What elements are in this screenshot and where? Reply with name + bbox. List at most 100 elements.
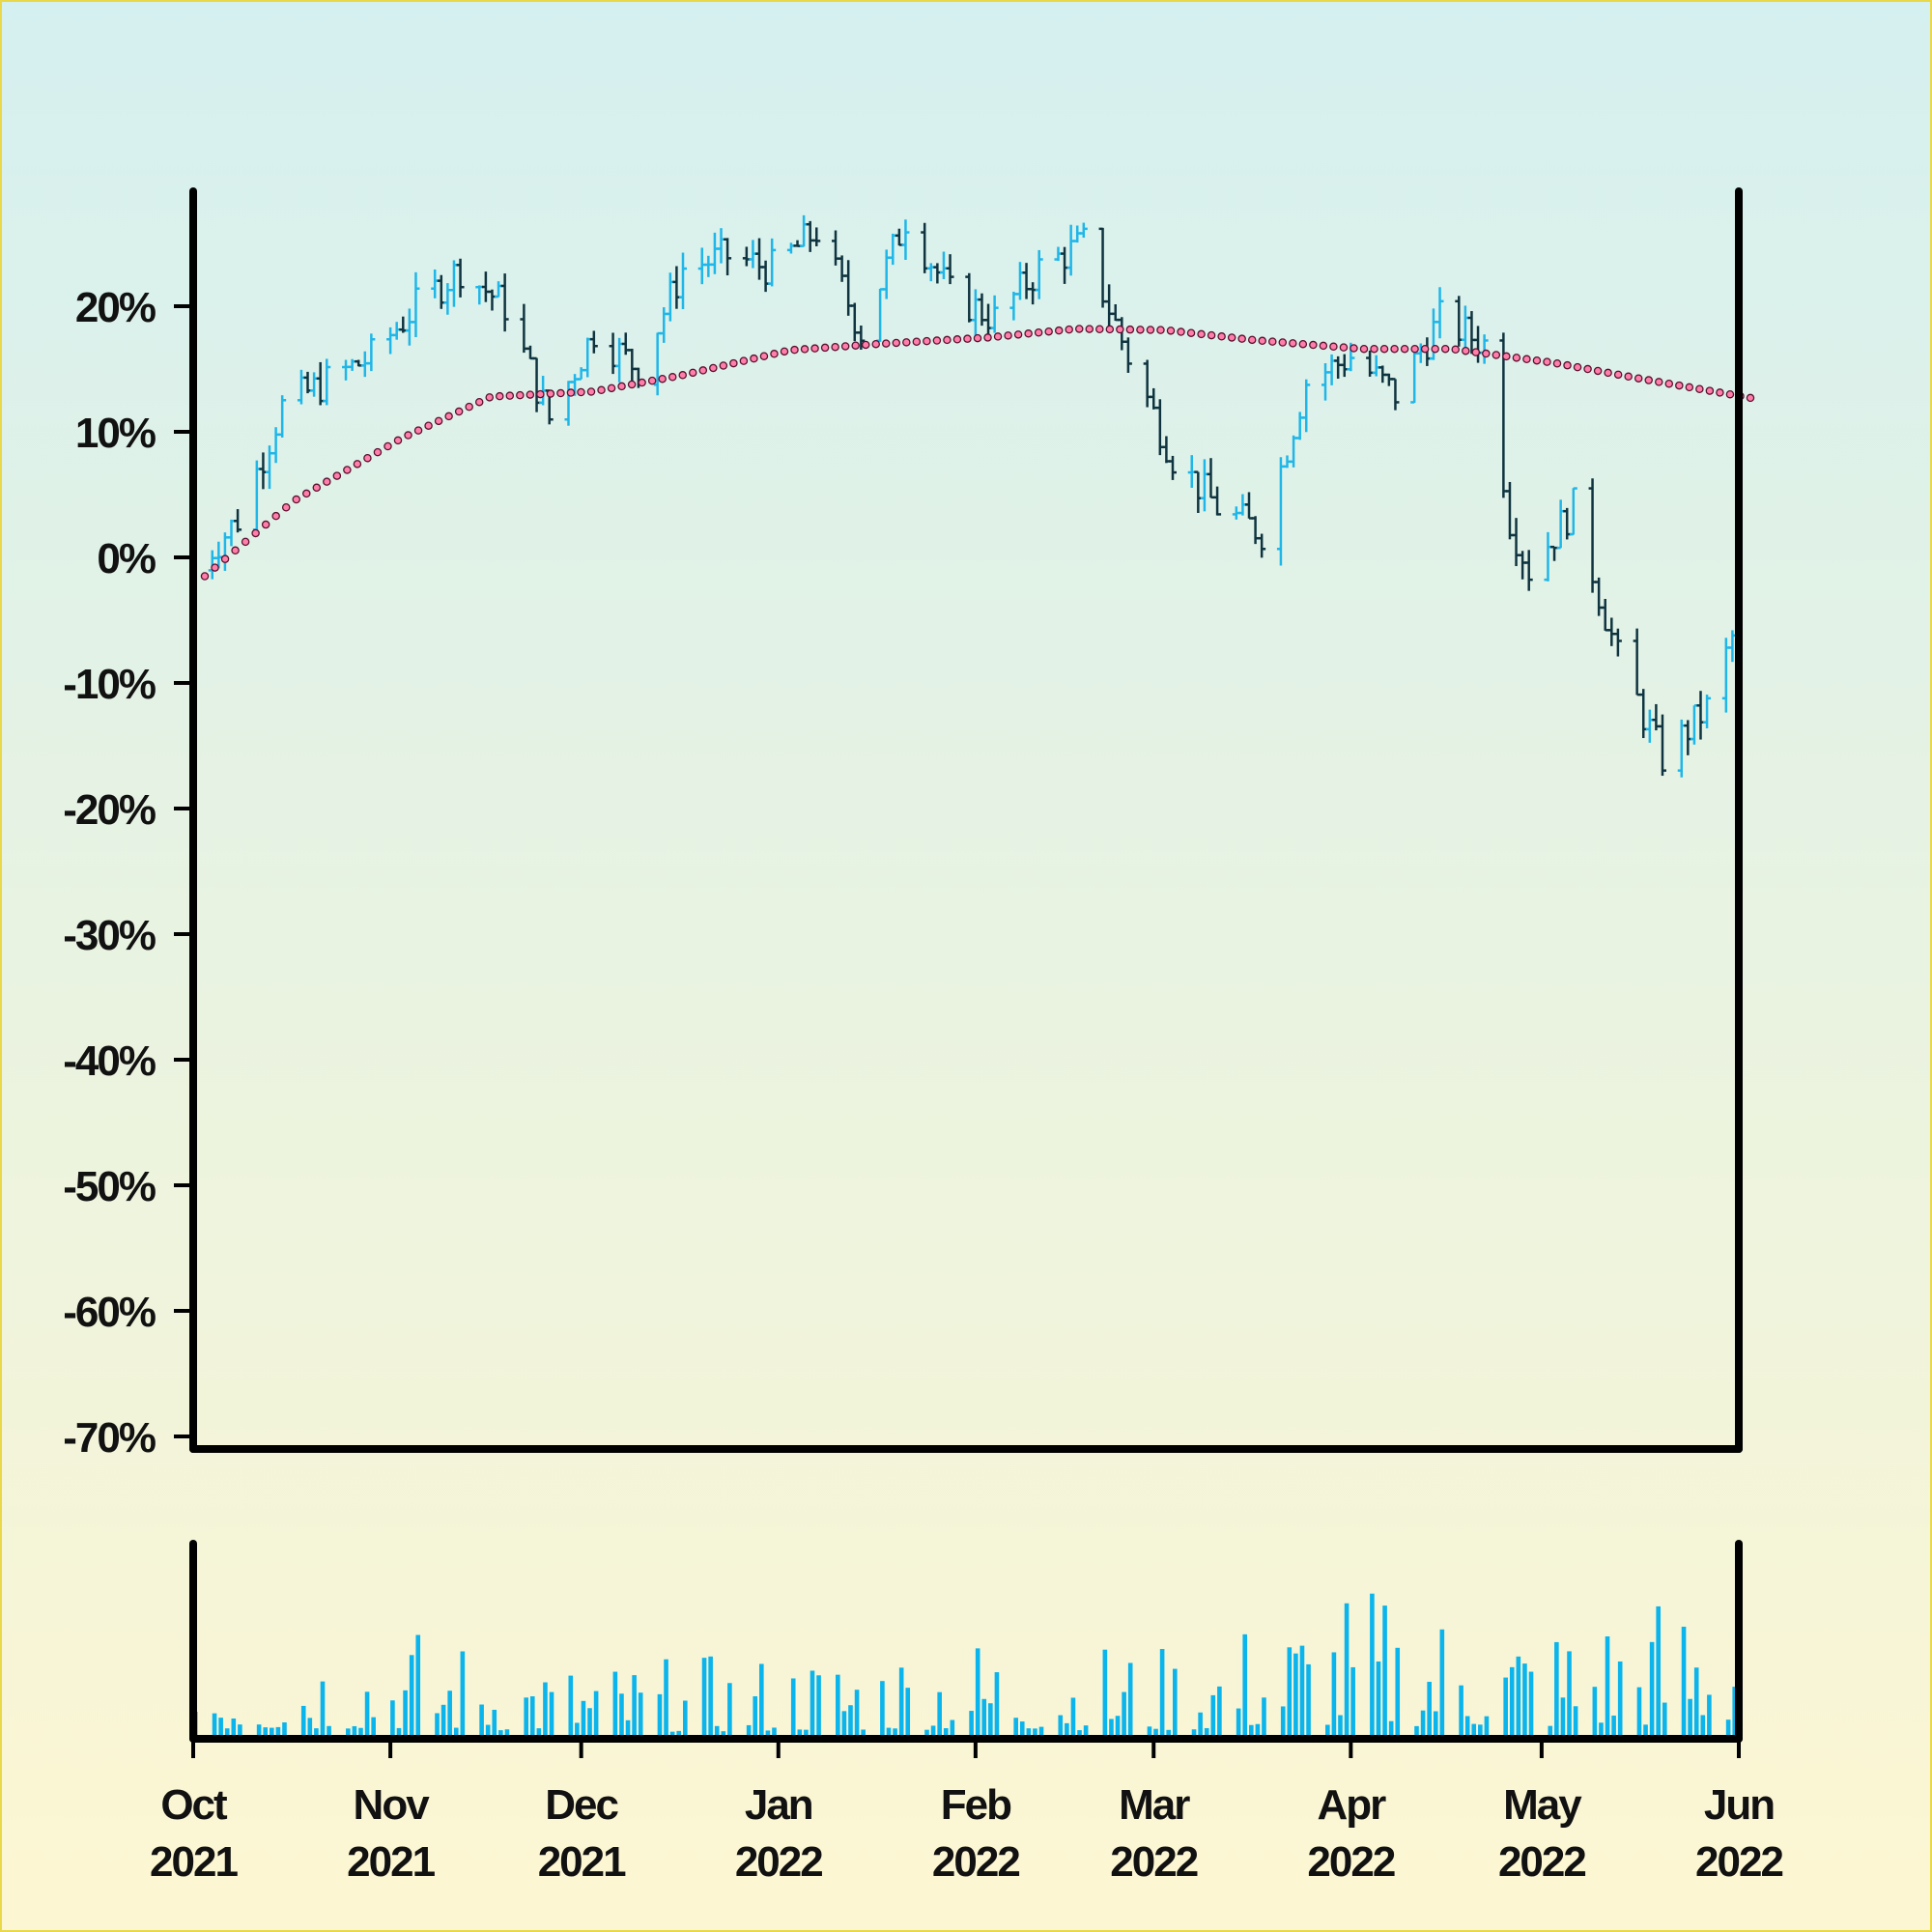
moving-average-point [474,397,484,407]
moving-average-point [820,343,830,353]
moving-average-point [952,335,962,344]
ohlc-bar [1168,455,1177,480]
volume-bar [1605,1635,1610,1739]
volume-bar [1414,1725,1419,1739]
moving-average-point [739,356,749,365]
volume-bar [1478,1724,1483,1739]
moving-average-point [902,338,911,347]
volume-bar [1338,1715,1343,1739]
moving-average-point [485,393,494,402]
moving-average-point [993,332,1003,341]
volume-bar [1567,1651,1572,1739]
volume-bar [1344,1603,1350,1739]
volume-bar [1102,1649,1108,1739]
moving-average-point [810,344,819,353]
ohlc-bar [1435,287,1444,339]
x-tick-year: 2022 [1498,1838,1585,1886]
volume-bar [1306,1663,1311,1739]
volume-bar [753,1695,758,1739]
volume-bar [905,1688,911,1739]
ohlc-bar [1213,486,1222,516]
moving-average-point [1278,338,1288,347]
volume-bar [275,1726,281,1739]
ohlc-bar [1258,533,1266,558]
moving-average-point [1359,344,1369,354]
ohlc-bar [1302,379,1311,433]
ohlc-bar [367,333,376,372]
volume-bar [479,1704,484,1739]
moving-average-point [566,388,576,397]
volume-bar [1656,1605,1662,1739]
moving-average-point [1289,339,1297,348]
volume-bar [1636,1687,1642,1739]
moving-average-point [393,436,403,445]
volume-bar [1509,1666,1515,1739]
volume-bar [1388,1720,1394,1739]
volume-bar [772,1727,777,1739]
volume-bar [1191,1729,1197,1739]
moving-average-point [353,460,362,469]
moving-average-point [1379,344,1389,354]
volume-bar [1548,1725,1553,1739]
moving-average-point [1247,335,1257,345]
moving-average-point [709,363,718,373]
x-tick-month: Dec [545,1781,618,1829]
ohlc-bar [901,219,910,260]
y-tick-label: -40% [63,1037,156,1085]
moving-average-point [1583,364,1592,374]
volume-bar [1127,1662,1133,1739]
moving-average-point [658,374,667,384]
y-tick-label: 0% [97,535,155,582]
volume-bar [994,1672,1000,1739]
moving-average-point [454,407,464,416]
x-tick-month: Apr [1317,1781,1386,1829]
ohlc-bar [589,330,598,354]
moving-average-point [1339,343,1349,352]
ohlc-bar [1524,550,1533,591]
y-tick-label: -10% [63,661,156,708]
volume-bar [810,1670,815,1739]
volume-bar [924,1729,929,1739]
volume-bar [1210,1694,1216,1739]
moving-average-point [1482,349,1491,358]
moving-average-point [546,389,555,398]
volume-bar [1299,1645,1305,1739]
volume-bar [1732,1687,1738,1739]
volume-bar [632,1675,637,1739]
volume-bar [1058,1715,1064,1739]
moving-average-point [1532,355,1542,365]
volume-bar [988,1703,993,1739]
volume-bar [498,1730,503,1739]
moving-average-point [231,546,240,555]
volume-bar [1249,1724,1254,1739]
price-panel: 20% 10% 0% -10% -20% -30% -40% -50% -60% -70% [63,187,1755,1462]
volume-bar [504,1729,510,1739]
x-tick-month: Mar [1119,1781,1190,1829]
volume-bar [759,1663,764,1739]
volume-bar [492,1709,497,1739]
x-tick-year: 2022 [1307,1838,1394,1886]
ohlc-bar [234,509,242,533]
moving-average-point [1146,326,1155,334]
volume-bar [1528,1671,1534,1739]
volume-bar [708,1656,713,1739]
volume-bar [1255,1723,1261,1739]
moving-average-point [973,333,982,343]
moving-average-point [1186,328,1196,337]
volume-bar [1420,1710,1426,1739]
moving-average-point [1644,376,1653,384]
volume-bar [224,1728,230,1739]
volume-bar [1026,1728,1032,1739]
volume-axes [189,1540,1743,1743]
moving-average-point [892,338,901,348]
ohlc-bar [946,254,954,285]
moving-average-point [1166,327,1176,335]
volume-bar [327,1725,331,1739]
ohlc-bar [1391,378,1400,411]
y-tick-label: -60% [63,1289,156,1336]
moving-average-point [241,537,250,547]
moving-average-point [516,390,525,400]
moving-average-point [831,342,839,352]
moving-average-point [1237,334,1246,343]
moving-average-point [1552,359,1562,368]
